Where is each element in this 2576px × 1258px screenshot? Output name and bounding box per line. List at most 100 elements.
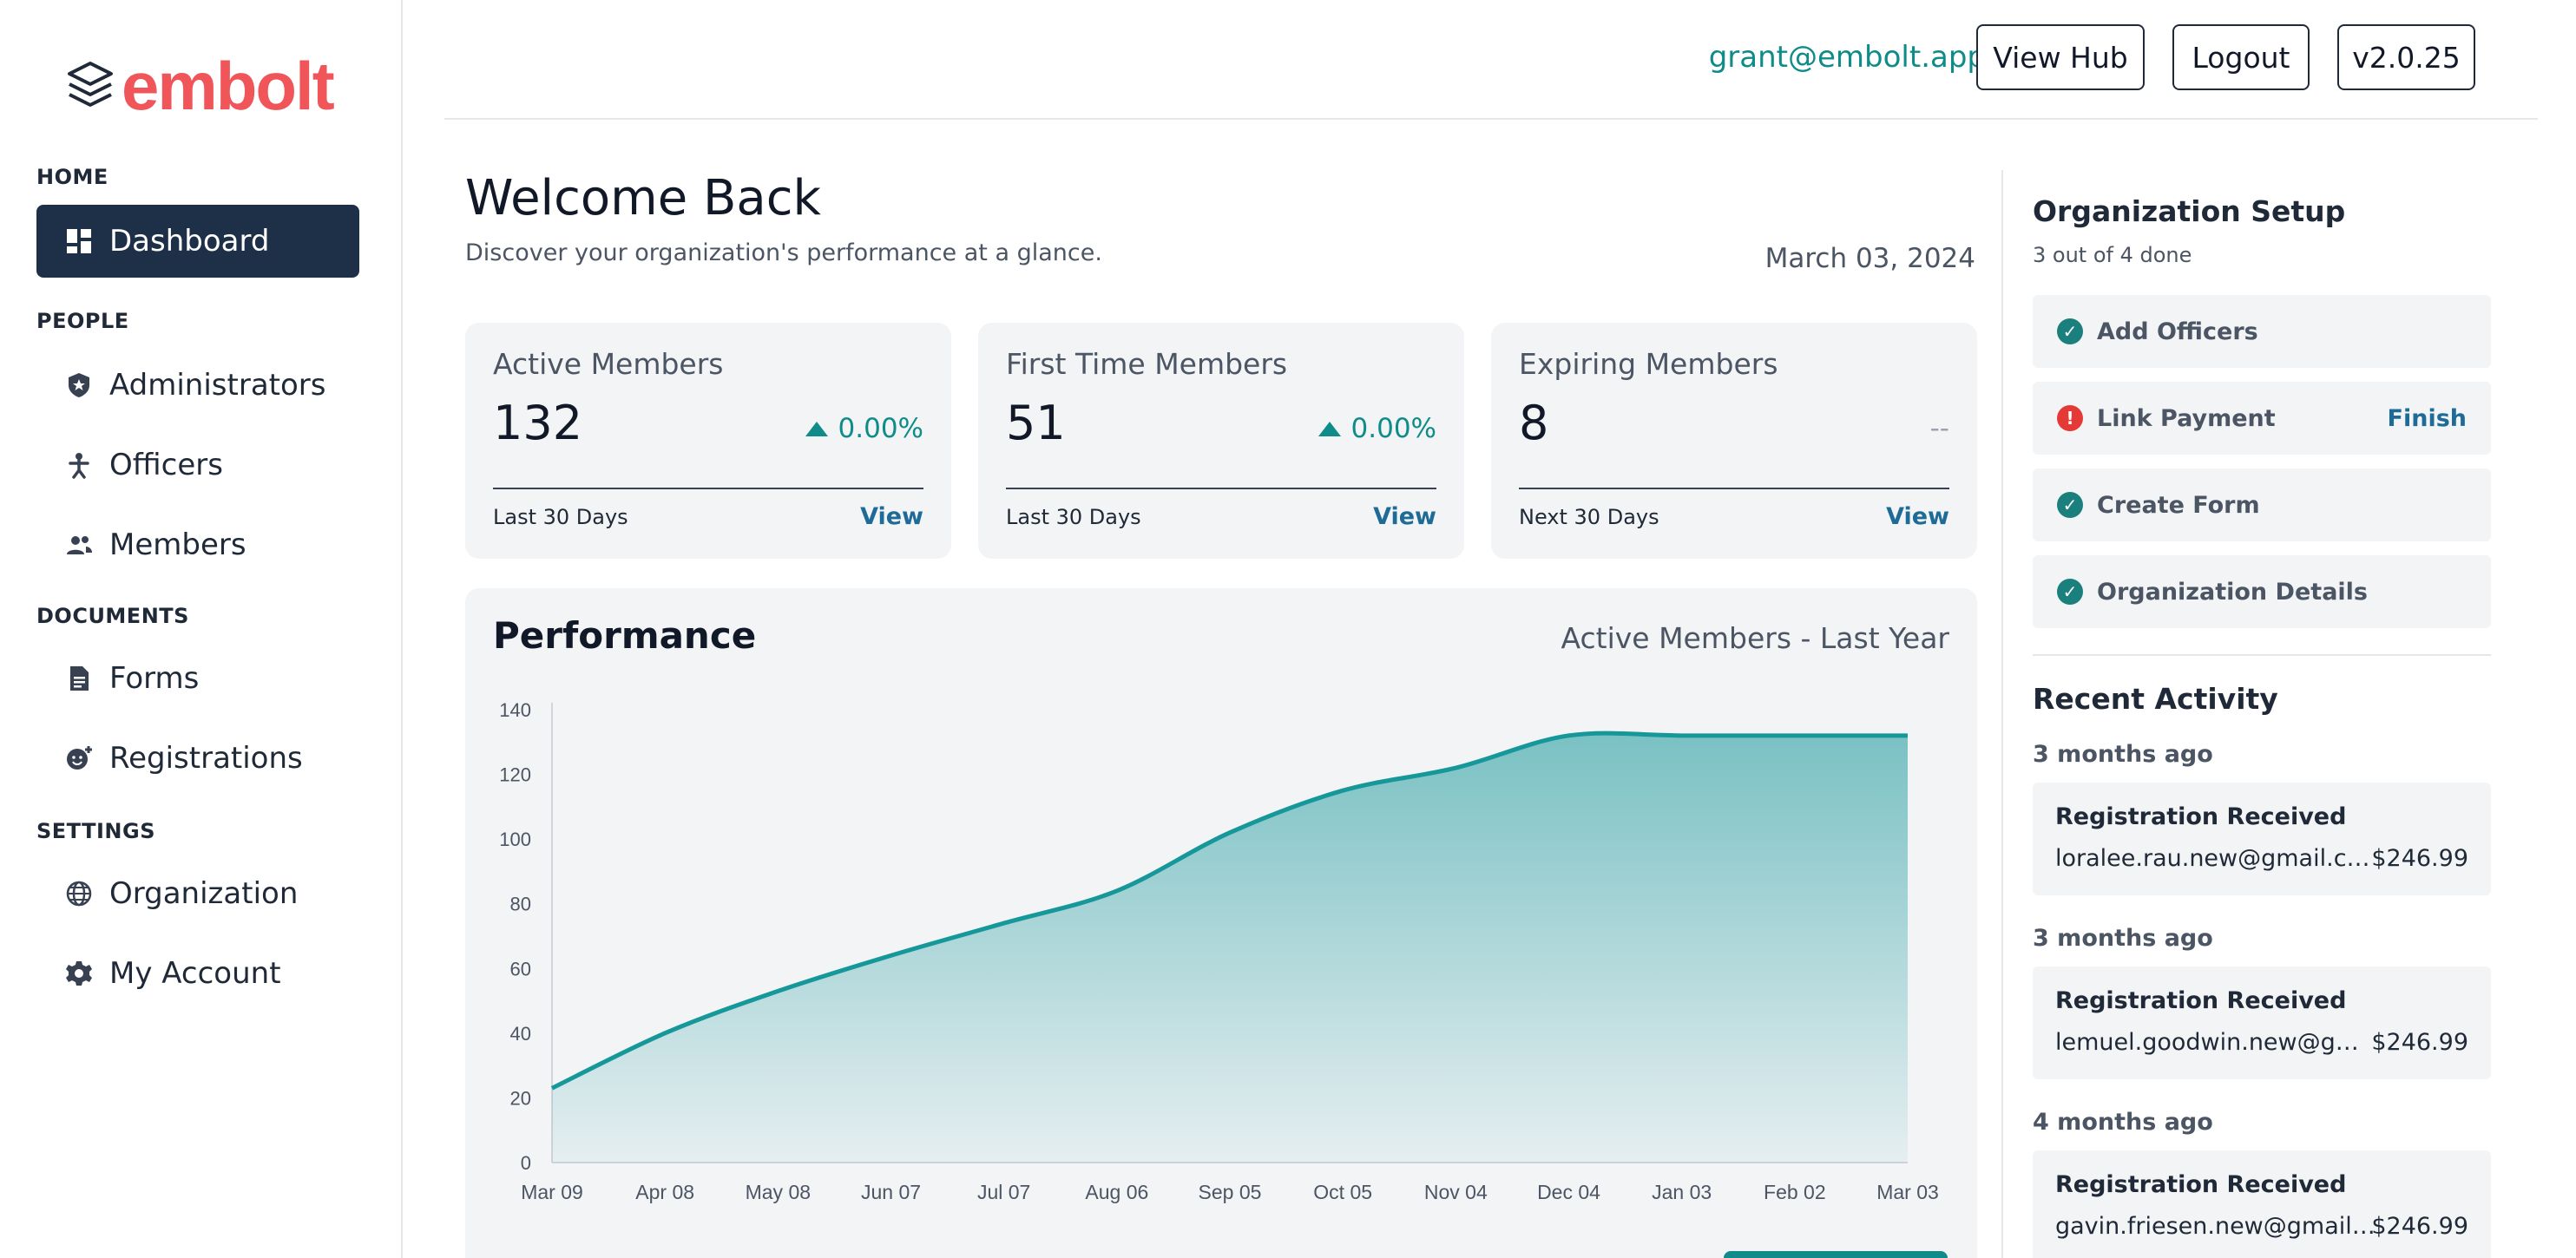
stat-card-value: 132 xyxy=(493,396,583,450)
activity-time: 3 months ago xyxy=(2033,741,2213,768)
divider xyxy=(1006,488,1436,489)
sidebar-item-label: Organization xyxy=(109,876,299,911)
activity-title: Registration Received xyxy=(2055,803,2347,830)
sidebar-item-administrators[interactable]: Administrators xyxy=(36,349,359,422)
face-plus-icon xyxy=(64,744,94,773)
setup-task-create-form[interactable]: ✓ Create Form xyxy=(2033,468,2491,541)
brand-logo[interactable]: embolt xyxy=(66,52,335,120)
stat-card-view-link[interactable]: View xyxy=(860,503,923,530)
activity-time: 4 months ago xyxy=(2033,1109,2213,1136)
sidebar: embolt HOME Dashboard PEOPLE Administrat… xyxy=(0,0,403,1258)
activity-amount: $246.99 xyxy=(2371,1213,2468,1240)
logout-button[interactable]: Logout xyxy=(2172,24,2310,90)
stat-card-view-link[interactable]: View xyxy=(1373,503,1436,530)
stat-card-change-value: 0.00% xyxy=(838,413,923,444)
stat-card-change: 0.00% xyxy=(805,413,923,444)
sidebar-item-registrations[interactable]: Registrations xyxy=(36,722,359,795)
page-subtitle: Discover your organization's performance… xyxy=(465,239,1102,266)
people-icon xyxy=(64,530,94,560)
stat-card-period: Last 30 Days xyxy=(1006,505,1141,529)
sidebar-item-label: Officers xyxy=(109,448,223,482)
setup-task-organization-details[interactable]: ✓ Organization Details xyxy=(2033,555,2491,628)
sidebar-item-label: Registrations xyxy=(109,741,303,776)
activity-item[interactable]: Registration Received gavin.friesen.new@… xyxy=(2033,1150,2491,1258)
y-tick-label: 20 xyxy=(510,1087,531,1109)
stat-card-first-time-members: First Time Members 51 0.00% Last 30 Days… xyxy=(978,323,1464,559)
performance-subtitle[interactable]: Active Members - Last Year xyxy=(1561,621,1949,655)
y-tick-label: 80 xyxy=(510,894,531,915)
stat-card-change: -- xyxy=(1930,413,1949,444)
finish-link[interactable]: Finish xyxy=(2387,404,2467,432)
sidebar-item-label: Members xyxy=(109,527,246,562)
y-tick-label: 0 xyxy=(521,1152,531,1174)
y-tick-label: 60 xyxy=(510,958,531,980)
user-email-link[interactable]: grant@embolt.app xyxy=(1708,40,1986,75)
sidebar-item-my-account[interactable]: My Account xyxy=(36,937,359,1010)
x-tick-label: Apr 08 xyxy=(635,1181,694,1203)
check-circle-icon: ✓ xyxy=(2057,318,2083,344)
y-tick-label: 40 xyxy=(510,1023,531,1045)
trend-up-icon xyxy=(805,421,828,436)
stat-card-value: 8 xyxy=(1519,396,1549,450)
x-tick-label: Dec 04 xyxy=(1537,1181,1600,1203)
officer-icon xyxy=(64,450,94,480)
activity-email: loralee.rau.new@gmail.com xyxy=(2055,845,2376,872)
performance-panel: Performance Active Members - Last Year 0… xyxy=(465,588,1977,1258)
x-tick-label: Mar 09 xyxy=(521,1181,583,1203)
x-tick-label: Sep 05 xyxy=(1199,1181,1262,1203)
stat-card-change: 0.00% xyxy=(1318,413,1436,444)
section-title-settings: SETTINGS xyxy=(36,819,155,843)
x-tick-label: Jan 03 xyxy=(1652,1181,1712,1203)
stat-card-period: Next 30 Days xyxy=(1519,505,1659,529)
x-tick-label: Jun 07 xyxy=(861,1181,921,1203)
x-tick-label: Feb 02 xyxy=(1764,1181,1826,1203)
version-button[interactable]: v2.0.25 xyxy=(2337,24,2475,90)
y-tick-label: 140 xyxy=(499,699,531,721)
x-tick-label: Mar 03 xyxy=(1876,1181,1939,1203)
stat-card-title: Expiring Members xyxy=(1519,347,1778,381)
setup-task-label: Add Officers xyxy=(2097,318,2258,345)
y-tick-label: 100 xyxy=(499,829,531,850)
top-header: grant@embolt.app View Hub Logout v2.0.25 xyxy=(444,0,2538,120)
check-circle-icon: ✓ xyxy=(2057,579,2083,605)
activity-time: 3 months ago xyxy=(2033,925,2213,952)
view-hub-button[interactable]: View Hub xyxy=(1976,24,2145,90)
stat-card-view-link[interactable]: View xyxy=(1886,503,1949,530)
current-date: March 03, 2024 xyxy=(1764,243,1975,274)
sidebar-item-officers[interactable]: Officers xyxy=(36,429,359,501)
divider xyxy=(493,488,923,489)
stat-card-title: First Time Members xyxy=(1006,347,1288,381)
setup-task-link-payment[interactable]: ! Link Payment Finish xyxy=(2033,382,2491,455)
performance-title: Performance xyxy=(493,614,757,657)
shield-icon xyxy=(64,370,94,400)
setup-task-add-officers[interactable]: ✓ Add Officers xyxy=(2033,295,2491,368)
page-title: Welcome Back xyxy=(465,170,821,226)
recent-activity-title: Recent Activity xyxy=(2033,682,2278,716)
activity-item[interactable]: Registration Received lemuel.goodwin.new… xyxy=(2033,966,2491,1079)
x-tick-label: Jul 07 xyxy=(977,1181,1030,1203)
gear-icon xyxy=(64,959,94,988)
activity-amount: $246.99 xyxy=(2371,1029,2468,1056)
section-title-home: HOME xyxy=(36,165,108,189)
sidebar-item-label: Dashboard xyxy=(109,224,270,259)
y-tick-label: 120 xyxy=(499,764,531,786)
series-area xyxy=(552,733,1908,1163)
stat-card-change-value: -- xyxy=(1929,413,1949,444)
org-setup-title: Organization Setup xyxy=(2033,194,2346,228)
sidebar-item-organization[interactable]: Organization xyxy=(36,857,359,930)
sidebar-item-dashboard[interactable]: Dashboard xyxy=(36,205,359,278)
alert-circle-icon: ! xyxy=(2057,405,2083,431)
activity-item[interactable]: Registration Received loralee.rau.new@gm… xyxy=(2033,783,2491,895)
right-panel-divider xyxy=(2001,170,2003,1258)
stat-card-title: Active Members xyxy=(493,347,724,381)
activity-email: lemuel.goodwin.new@gmail.com xyxy=(2055,1029,2376,1056)
sidebar-item-label: My Account xyxy=(109,956,281,991)
sidebar-item-forms[interactable]: Forms xyxy=(36,642,359,715)
performance-action-button[interactable] xyxy=(1724,1251,1948,1258)
activity-title: Registration Received xyxy=(2055,1171,2347,1198)
setup-task-label: Link Payment xyxy=(2097,404,2276,432)
stat-card-value: 51 xyxy=(1006,396,1066,450)
setup-task-label: Organization Details xyxy=(2097,578,2368,606)
stack-logo-icon xyxy=(68,62,113,107)
sidebar-item-members[interactable]: Members xyxy=(36,508,359,581)
